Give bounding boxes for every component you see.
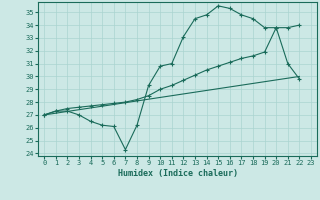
X-axis label: Humidex (Indice chaleur): Humidex (Indice chaleur) <box>118 169 238 178</box>
